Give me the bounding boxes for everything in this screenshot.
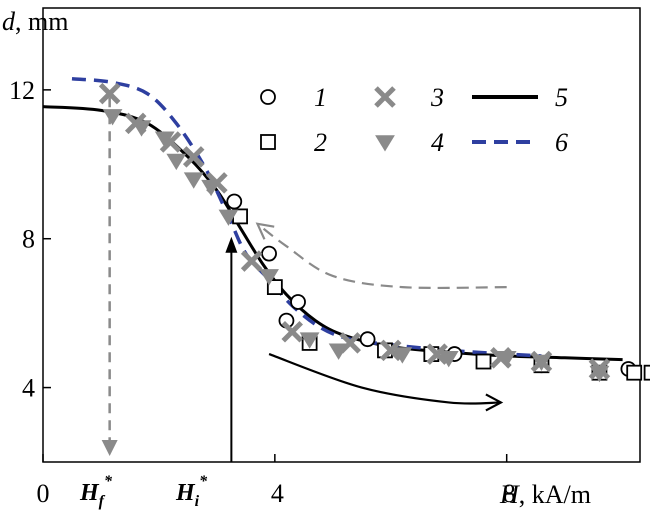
legend-swatch-1 (260, 89, 276, 105)
series-2-point (643, 364, 650, 381)
legend: 1 2 3 4 5 6 (260, 83, 568, 157)
series-4-point (102, 109, 123, 126)
series-1-point (359, 331, 376, 348)
series-4-point (496, 351, 517, 368)
x-axis-label: H, kA/m (499, 480, 591, 509)
series-1-point (290, 294, 306, 310)
series-4-point (392, 347, 413, 364)
series-4-point (531, 354, 552, 372)
series-3-point (281, 320, 304, 343)
series-4-point (183, 172, 204, 189)
series-1-point (226, 193, 243, 210)
y-axis-label: d, mm (2, 7, 68, 36)
hi-label: Hi* (175, 473, 208, 510)
series-4-point (154, 131, 175, 148)
legend-label-6: 6 (555, 128, 568, 157)
y-tick-label: 12 (9, 76, 35, 105)
legend-swatch-3 (374, 86, 396, 108)
hf-label: Hf* (79, 473, 113, 510)
series-4-point (438, 351, 459, 368)
plot-frame (42, 7, 641, 463)
series-4-point (259, 269, 279, 286)
series-3-point (426, 343, 448, 365)
reverse-arrow-head (255, 222, 275, 240)
reverse-arrow (256, 222, 507, 290)
series-1-point (261, 245, 277, 262)
x-tick-label: 8 (503, 479, 516, 508)
series-4-point (589, 365, 610, 383)
forward-arrow (268, 353, 501, 405)
legend-swatch-4 (375, 135, 395, 152)
axes (42, 7, 641, 463)
series-2-point (626, 364, 643, 381)
series-4-point (201, 179, 221, 197)
series-4-point (299, 332, 320, 349)
legend-label-5: 5 (555, 83, 568, 112)
series-4-point (131, 120, 152, 137)
y-tick-label: 4 (22, 374, 35, 403)
legend-label-4: 4 (431, 128, 444, 157)
series-2-point (266, 279, 283, 295)
series-4-point (166, 153, 187, 171)
series-4-point (218, 209, 239, 226)
y-tick-label: 8 (22, 225, 35, 254)
forward-arrow-head (485, 393, 504, 412)
hi-arrowhead (225, 236, 238, 253)
hf-arrowhead (101, 440, 118, 456)
x-tick-label: 4 (271, 479, 284, 508)
series-4-point (328, 343, 349, 360)
legend-swatch-2 (260, 134, 276, 150)
series-3-point (182, 146, 205, 168)
legend-label-1: 1 (314, 83, 327, 112)
series-2-point (475, 353, 492, 370)
series-3-point (379, 339, 402, 362)
legend-label-2: 2 (314, 128, 327, 157)
series-3-point (240, 250, 263, 272)
curve-5 (42, 105, 623, 362)
x-tick-label: 0 (37, 479, 50, 508)
legend-label-3: 3 (430, 83, 444, 112)
series-3-point (98, 82, 121, 105)
